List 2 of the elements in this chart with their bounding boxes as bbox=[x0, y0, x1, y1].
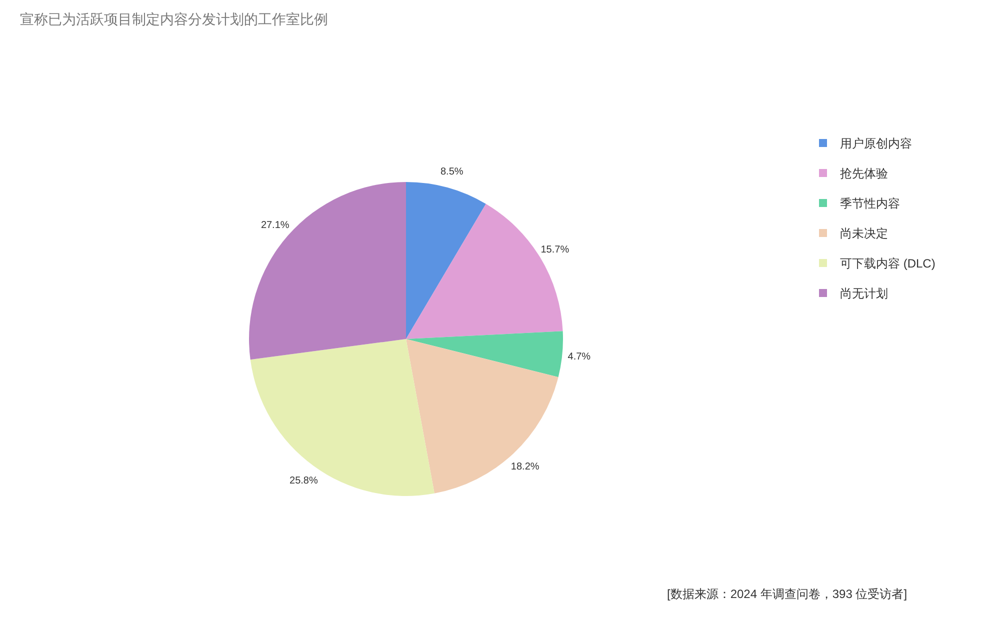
annotation: [数据来源：2024 年调查问卷，393 位受访者] bbox=[667, 587, 908, 601]
title: 宣称已为活跃项目制定内容分发计划的工作室比例 bbox=[20, 11, 328, 27]
